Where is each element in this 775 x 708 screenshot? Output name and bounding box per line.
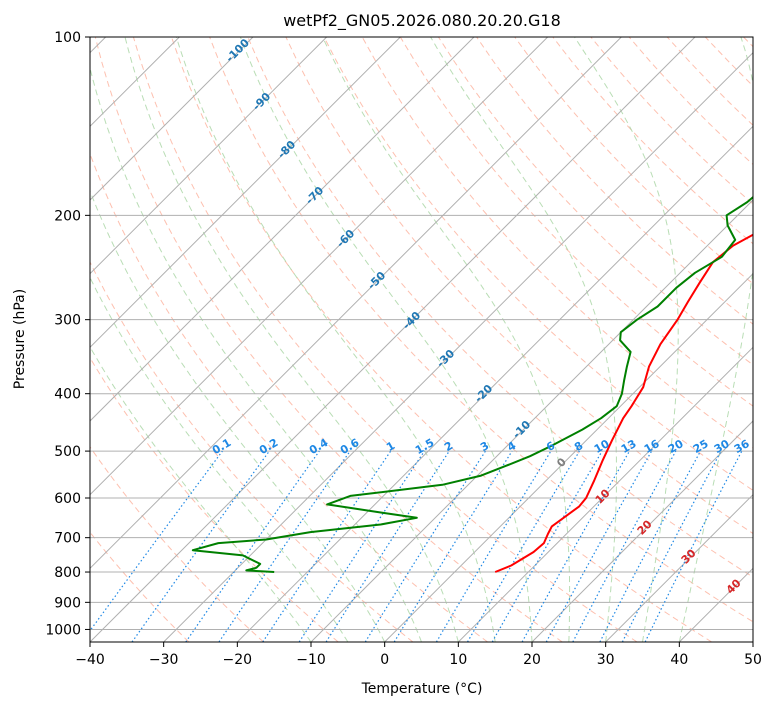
isotherm-line (163, 51, 753, 642)
mixing-ratio-lines (90, 450, 743, 642)
dry-adiabat-line (171, 37, 712, 642)
y-axis-ticks: 100 200 300 400 500 600 700 800 900 1000 (45, 30, 90, 638)
plot-frame (89, 36, 754, 643)
moist-adiabat-line (678, 37, 753, 642)
moist-adiabat-line (124, 37, 459, 642)
mixing-ratio-line (572, 450, 677, 642)
chart-title: wetPf2_GN05.2026.080.20.20.G18 (283, 11, 561, 31)
x-tick-label: 50 (744, 652, 762, 668)
y-tick-label: 800 (54, 565, 81, 581)
x-tick-label: 20 (523, 652, 541, 668)
moist-adiabat-line (239, 37, 533, 642)
isotherm-line (457, 346, 753, 642)
y-tick-label: 1000 (45, 622, 81, 638)
y-tick-label: 200 (54, 208, 81, 224)
y-tick-label: 300 (54, 313, 81, 329)
dry-adiabat-line (132, 37, 638, 642)
x-tick-label: 10 (449, 652, 467, 668)
dry-adiabat-line (323, 37, 753, 491)
dry-adiabats (90, 37, 753, 642)
mixing-ratio-line (644, 450, 743, 642)
isotherm-line (90, 37, 401, 349)
mixing-ratio-line (545, 450, 653, 642)
x-tick-label: 30 (597, 652, 615, 668)
isotherm-line (90, 37, 475, 422)
dry-adiabat-line (94, 37, 563, 642)
isotherm-line (236, 125, 753, 642)
mixing-ratio-line (218, 450, 351, 642)
isotherm-line (90, 37, 549, 496)
x-tick-label: 40 (670, 652, 688, 668)
dry-adiabat-line (514, 37, 753, 285)
mixing-ratio-line (131, 450, 270, 642)
mixing-ratio-line (521, 450, 631, 642)
x-axis-title: Temperature (°C) (361, 681, 483, 697)
dry-adiabat-line (209, 37, 753, 623)
x-tick-label: −10 (296, 652, 326, 668)
isotherm-line (310, 199, 753, 642)
y-tick-label: 100 (54, 30, 81, 46)
pressure-gridlines (90, 37, 753, 630)
isotherm-line (90, 37, 328, 275)
moist-adiabat-line (90, 65, 422, 642)
x-tick-label: −20 (223, 652, 253, 668)
isotherm-line (90, 37, 622, 570)
mixing-ratio-line (90, 450, 223, 632)
y-tick-label: 700 (54, 531, 81, 547)
isotherm-lines (90, 37, 753, 642)
y-tick-label: 600 (54, 491, 81, 507)
moist-adiabat-line (90, 189, 386, 642)
mixing-ratio-line (325, 450, 450, 642)
temperature-profile-line (494, 233, 753, 573)
dry-adiabat-line (90, 446, 264, 642)
y-tick-label: 500 (54, 444, 81, 460)
moist-adiabat-line (322, 37, 571, 642)
mixing-ratio-line (185, 450, 320, 642)
mixing-ratio-line (298, 450, 425, 642)
dry-adiabat-line (90, 356, 339, 642)
x-tick-label: 0 (380, 652, 389, 668)
x-tick-label: −40 (75, 652, 105, 668)
x-tick-label: −30 (149, 652, 179, 668)
dry-adiabat-line (285, 37, 753, 535)
isotherm-line (90, 37, 696, 642)
isotherm-line (605, 493, 753, 642)
y-tick-label: 400 (54, 387, 81, 403)
moist-adiabat-line (430, 37, 617, 642)
isotherm-line (531, 420, 753, 642)
y-tick-label: 900 (54, 595, 81, 611)
dry-adiabat-line (247, 37, 753, 578)
dry-adiabat-line (90, 260, 414, 642)
isotherm-line (384, 272, 753, 642)
moist-adiabat-line (90, 276, 349, 642)
sounding-profiles (191, 195, 753, 573)
dewpoint-profile-line (191, 195, 753, 573)
y-axis-title: Pressure (hPa) (12, 289, 28, 389)
x-axis-ticks: −40 −30 −20 −10 0 10 20 30 40 50 (75, 642, 762, 668)
isotherm-line (90, 37, 254, 201)
plot-area (90, 37, 753, 642)
mixing-ratio-line (393, 450, 513, 642)
moist-adiabat-line (574, 37, 679, 642)
moist-adiabat-line (175, 37, 496, 642)
